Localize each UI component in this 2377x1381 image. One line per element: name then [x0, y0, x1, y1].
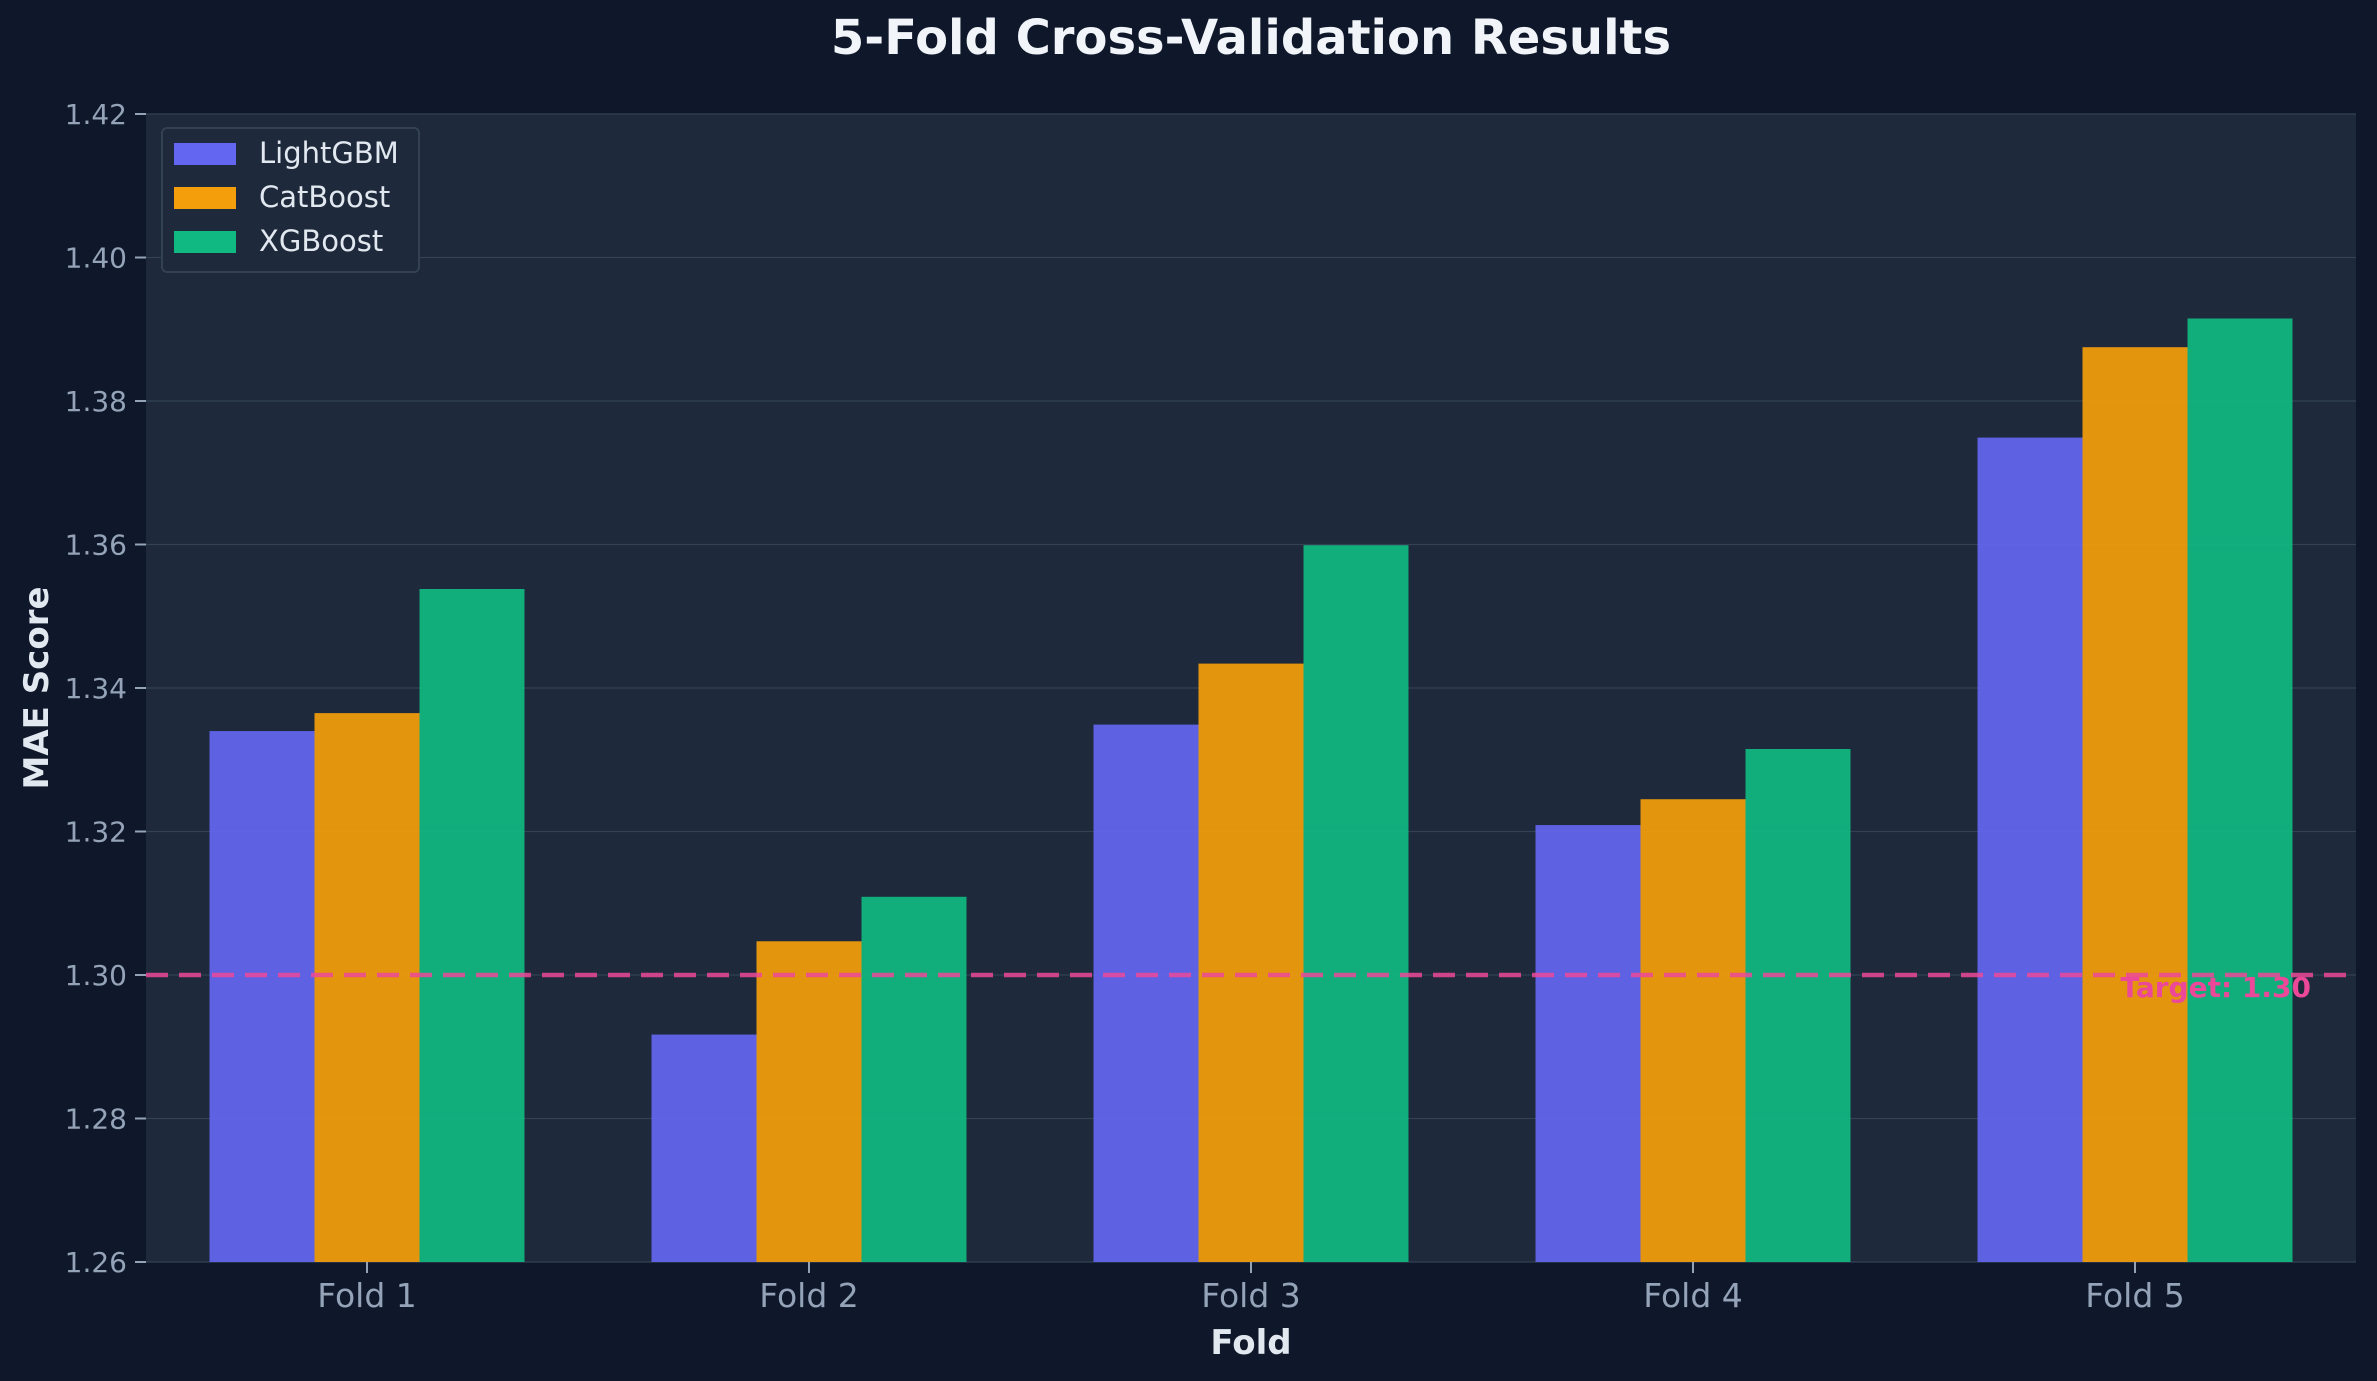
y-tick-label: 1.32 — [65, 816, 127, 849]
legend-swatch-lightgbm — [174, 143, 236, 165]
y-tick-label: 1.36 — [65, 529, 127, 562]
y-axis-label: MAE Score — [17, 586, 57, 789]
x-tick-label: Fold 2 — [759, 1276, 859, 1315]
bar-xgboost-fold-2 — [861, 896, 967, 1262]
bar-lightgbm-fold-3 — [1093, 724, 1199, 1262]
bars — [209, 318, 2293, 1262]
x-tick-label: Fold 4 — [1643, 1276, 1743, 1315]
legend-label-lightgbm: LightGBM — [259, 136, 399, 170]
bar-xgboost-fold-3 — [1303, 545, 1409, 1262]
legend-swatch-xgboost — [174, 231, 236, 253]
y-tick-label: 1.42 — [65, 98, 127, 131]
bar-catboost-fold-3 — [1198, 663, 1304, 1262]
legend-label-catboost: CatBoost — [259, 180, 390, 214]
bar-catboost-fold-2 — [756, 941, 862, 1262]
y-tick-label: 1.30 — [65, 959, 127, 992]
bar-lightgbm-fold-1 — [209, 731, 315, 1262]
bar-catboost-fold-1 — [314, 713, 420, 1262]
bar-catboost-fold-5 — [2082, 347, 2188, 1262]
y-tick-label: 1.28 — [65, 1103, 127, 1136]
reference-line-group: Target: 1.30 — [146, 971, 2356, 1004]
bar-lightgbm-fold-2 — [651, 1034, 757, 1262]
y-tick-label: 1.34 — [65, 672, 127, 705]
x-tick-label: Fold 3 — [1201, 1276, 1301, 1315]
x-tick-label: Fold 5 — [2085, 1276, 2185, 1315]
chart-title: 5-Fold Cross-Validation Results — [831, 10, 1671, 66]
x-axis-label: Fold — [1210, 1323, 1291, 1363]
legend-label-xgboost: XGBoost — [259, 224, 383, 258]
bar-catboost-fold-4 — [1640, 799, 1746, 1262]
bar-xgboost-fold-5 — [2187, 318, 2293, 1262]
x-tick-label: Fold 1 — [317, 1276, 417, 1315]
y-tick-label: 1.26 — [65, 1246, 127, 1279]
legend: LightGBM CatBoost XGBoost — [161, 127, 420, 273]
axes: 1.26 1.28 1.30 1.32 1.34 1.36 1.38 1.40 1.42 Fold… — [65, 98, 2185, 1315]
bar-lightgbm-fold-5 — [1977, 437, 2083, 1262]
bar-lightgbm-fold-4 — [1535, 825, 1641, 1262]
y-tick-label: 1.38 — [65, 385, 127, 418]
legend-swatch-catboost — [174, 187, 236, 209]
bar-xgboost-fold-4 — [1745, 748, 1851, 1262]
target-label: Target: 1.30 — [2120, 971, 2311, 1004]
y-tick-label: 1.40 — [65, 242, 127, 275]
bar-xgboost-fold-1 — [419, 588, 525, 1262]
